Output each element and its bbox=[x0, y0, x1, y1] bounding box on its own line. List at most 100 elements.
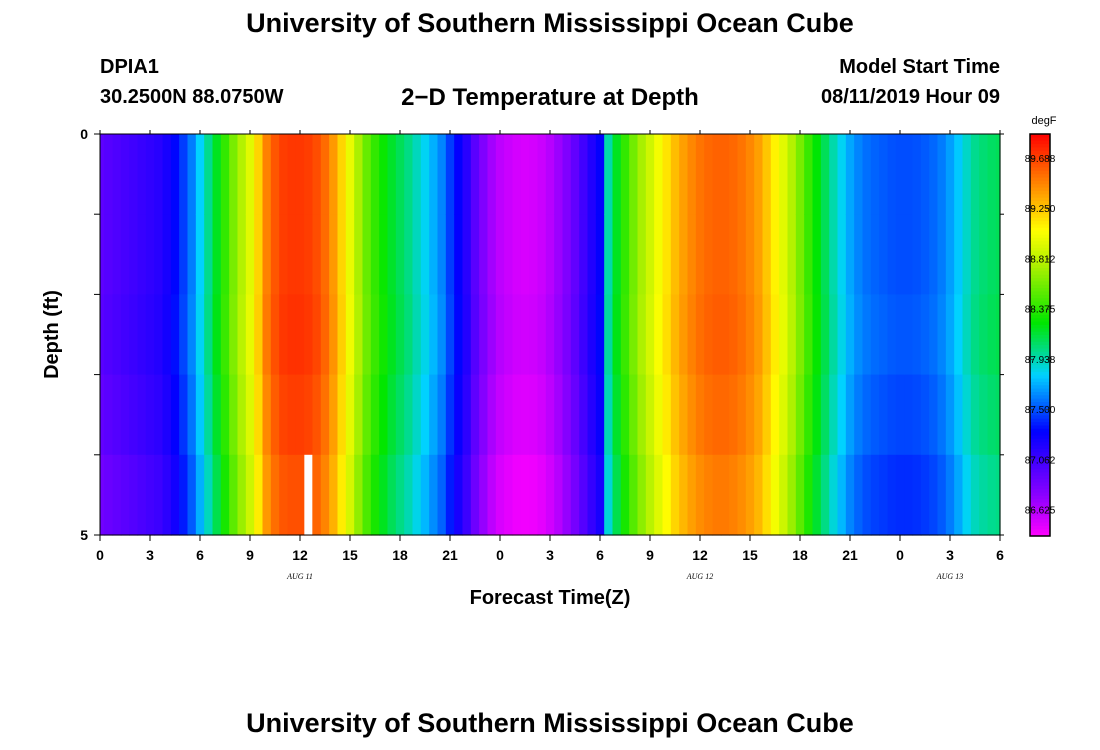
heatmap-cell bbox=[254, 454, 264, 536]
heatmap-cell bbox=[720, 294, 730, 376]
heatmap-cell bbox=[495, 134, 505, 215]
heatmap-cell bbox=[329, 214, 339, 295]
heatmap-cell bbox=[937, 294, 947, 376]
heatmap-cell bbox=[954, 374, 964, 456]
heatmap-cell bbox=[412, 134, 422, 215]
colorbar-cell bbox=[1030, 505, 1050, 510]
heatmap-cell bbox=[237, 454, 247, 536]
heatmap-cell bbox=[654, 134, 664, 215]
heatmap-cell bbox=[929, 214, 939, 295]
heatmap-cell bbox=[287, 294, 297, 376]
heatmap-cell bbox=[720, 214, 730, 295]
model-start-marker bbox=[304, 454, 313, 535]
heatmap-cell bbox=[787, 454, 797, 536]
colorbar-cell bbox=[1030, 294, 1050, 299]
x-tick-label: 3 bbox=[146, 547, 154, 563]
heatmap-cell bbox=[987, 454, 997, 536]
heatmap-cell bbox=[737, 374, 747, 456]
heatmap-cell bbox=[545, 134, 555, 215]
page-title: University of Southern Mississippi Ocean… bbox=[246, 8, 854, 38]
heatmap-cell bbox=[279, 214, 289, 295]
heatmap-cell bbox=[954, 454, 964, 536]
colorbar-cell bbox=[1030, 301, 1050, 306]
heatmap-cells bbox=[100, 134, 1001, 536]
heatmap-cell bbox=[179, 374, 189, 456]
heatmap-cell bbox=[429, 294, 439, 376]
heatmap-cell bbox=[654, 454, 664, 536]
heatmap-cell bbox=[100, 294, 105, 376]
heatmap-cell bbox=[337, 374, 347, 456]
heatmap-cell bbox=[604, 374, 614, 456]
heatmap-cell bbox=[654, 294, 664, 376]
heatmap-cell bbox=[162, 374, 172, 456]
heatmap-cell bbox=[895, 454, 905, 536]
colorbar-cell bbox=[1030, 489, 1050, 494]
heatmap-cell bbox=[429, 214, 439, 295]
heatmap-cell bbox=[554, 134, 564, 215]
heatmap-cell bbox=[420, 374, 430, 456]
colorbar-frame bbox=[1029, 133, 1051, 537]
heatmap-cell bbox=[670, 454, 680, 536]
heatmap-cell bbox=[462, 454, 472, 536]
heatmap-cell bbox=[104, 294, 114, 376]
heatmap-cell bbox=[570, 454, 580, 536]
heatmap-cell bbox=[804, 294, 814, 376]
heatmap-cell bbox=[537, 454, 547, 536]
colorbar-cell bbox=[1030, 338, 1050, 343]
heatmap-cell bbox=[862, 294, 872, 376]
colorbar-cell bbox=[1030, 214, 1050, 219]
colorbar-cell bbox=[1030, 415, 1050, 420]
heatmap-cell bbox=[737, 214, 747, 295]
heatmap-cell bbox=[804, 134, 814, 215]
heatmap-cell bbox=[695, 294, 705, 376]
heatmap-cell bbox=[154, 294, 164, 376]
heatmap-cell bbox=[195, 134, 205, 215]
heatmap-cell bbox=[387, 454, 397, 536]
heatmap-cell bbox=[712, 134, 722, 215]
heatmap-cell bbox=[645, 214, 655, 295]
x-axis-title: Forecast Time(Z) bbox=[470, 587, 631, 609]
heatmap-cell bbox=[829, 454, 839, 536]
heatmap-cell bbox=[912, 134, 922, 215]
heatmap-cell bbox=[137, 374, 147, 456]
x-tick-label: 21 bbox=[442, 547, 458, 563]
heatmap-cell bbox=[195, 294, 205, 376]
heatmap-cell bbox=[845, 214, 855, 295]
colorbar-cell bbox=[1030, 150, 1050, 155]
heatmap-cell bbox=[495, 454, 505, 536]
heatmap-cell bbox=[995, 454, 1001, 536]
heatmap-cell bbox=[145, 134, 155, 215]
heatmap-cell bbox=[279, 134, 289, 215]
heatmap-cell bbox=[304, 294, 314, 376]
heatmap-cell bbox=[379, 214, 389, 295]
heatmap-cell bbox=[287, 374, 297, 456]
heatmap-cell bbox=[912, 294, 922, 376]
heatmap-cell bbox=[470, 374, 480, 456]
heatmap-cell bbox=[454, 134, 464, 215]
heatmap-cell bbox=[212, 454, 222, 536]
heatmap-cell bbox=[520, 214, 530, 295]
heatmap-cell bbox=[779, 294, 789, 376]
heatmap-cell bbox=[329, 374, 339, 456]
heatmap-cell bbox=[912, 454, 922, 536]
heatmap-cell bbox=[737, 454, 747, 536]
heatmap-cell bbox=[904, 214, 914, 295]
colorbar-cell bbox=[1030, 328, 1050, 333]
heatmap-cell bbox=[645, 374, 655, 456]
heatmap-cell bbox=[729, 134, 739, 215]
colorbar-cell bbox=[1030, 378, 1050, 383]
heatmap-cell bbox=[537, 214, 547, 295]
heatmap-cell bbox=[370, 214, 380, 295]
heatmap-cell bbox=[512, 294, 522, 376]
heatmap-cell bbox=[454, 374, 464, 456]
heatmap-cell bbox=[454, 294, 464, 376]
heatmap-cell bbox=[395, 214, 405, 295]
heatmap-cell bbox=[887, 374, 897, 456]
x-tick-label: 9 bbox=[646, 547, 654, 563]
colorbar-cell bbox=[1030, 351, 1050, 356]
heatmap-cell bbox=[337, 214, 347, 295]
colorbar-cell bbox=[1030, 472, 1050, 477]
heatmap-cell bbox=[362, 214, 372, 295]
heatmap-cell bbox=[112, 374, 122, 456]
heatmap-cell bbox=[445, 454, 455, 536]
